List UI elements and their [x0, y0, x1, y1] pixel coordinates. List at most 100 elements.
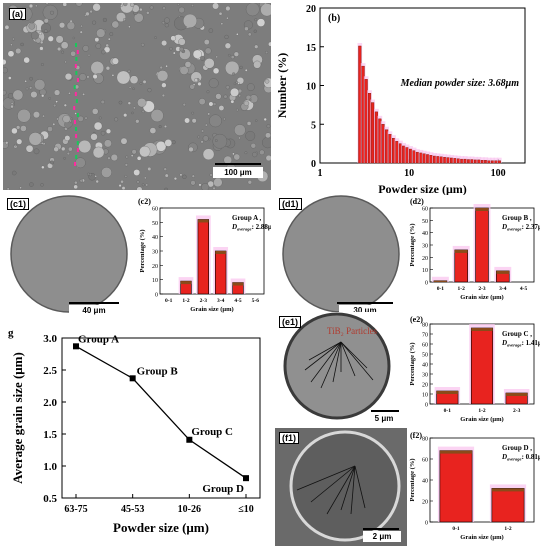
x-tick-label: 2-3	[513, 408, 521, 414]
histogram-bar	[484, 160, 488, 164]
powder-particle	[149, 127, 157, 134]
powder-particle	[139, 82, 143, 85]
pixel-artifact	[76, 113, 79, 117]
x-axis-label: Grain size (μm)	[460, 534, 503, 541]
powder-particle	[230, 55, 235, 59]
powder-particle	[144, 176, 147, 180]
pixel-artifact	[76, 148, 79, 152]
y-axis-label: Number (%)	[275, 53, 289, 118]
powder-particle	[179, 46, 184, 52]
powder-particle	[150, 109, 164, 123]
powder-particle	[17, 109, 31, 123]
powder-particle	[147, 167, 152, 171]
series-line	[75, 345, 247, 479]
powder-particle	[118, 100, 123, 105]
histogram-bar	[460, 158, 464, 164]
x-tick-label: 3-4	[499, 286, 507, 292]
powder-particle	[254, 18, 258, 22]
histogram-bar	[490, 160, 495, 164]
powder-particle	[95, 179, 99, 184]
bar-top	[505, 393, 528, 396]
y-axis-label: Average grain size (μm)	[10, 352, 25, 484]
powder-particle	[47, 35, 54, 42]
powder-particle	[73, 184, 78, 190]
pixel-artifact	[75, 57, 78, 61]
x-axis-label: Grain size (μm)	[460, 294, 503, 301]
pixel-artifact	[74, 43, 77, 47]
y-tick-label: 10	[306, 82, 316, 93]
powder-particle	[214, 139, 218, 142]
y-tick-label: 20	[422, 383, 428, 389]
sem-image-e1: (e1) TiB₂ Particles 5 μm	[275, 312, 407, 424]
powder-particle	[215, 55, 218, 59]
powder-particle	[92, 20, 97, 25]
powder-particle	[131, 111, 134, 115]
pixel-artifact	[76, 78, 79, 82]
powder-particle	[92, 3, 101, 12]
powder-particle	[204, 58, 215, 69]
histogram-bar	[402, 145, 406, 164]
panel-label-b: (b)	[328, 13, 340, 24]
powder-particle	[212, 3, 219, 10]
powder-particle	[243, 100, 250, 106]
group-name: Group B ,	[502, 214, 532, 222]
y-tick-label: 40	[422, 479, 428, 485]
powder-particle	[64, 135, 71, 142]
histogram-bar	[470, 159, 474, 164]
x-tick-label: 4-5	[520, 286, 528, 292]
y-tick-label: 3.0	[43, 333, 57, 345]
sem-image-a: (a) 100 μm	[3, 3, 271, 190]
powder-particle	[77, 115, 84, 122]
powder-particle	[123, 113, 128, 118]
sem-image-c1: (c1) 40 μm	[3, 194, 136, 318]
histogram-bar	[429, 155, 433, 164]
powder-particle	[165, 64, 168, 68]
x-tick-label: 5-6	[252, 298, 260, 304]
powder-particle	[268, 41, 271, 47]
histogram-bar	[432, 155, 437, 164]
powder-particle	[82, 93, 85, 96]
powder-particle	[204, 47, 212, 55]
powder-particle	[10, 104, 14, 109]
histogram-bar	[439, 156, 443, 164]
powder-particle	[263, 117, 267, 121]
average-grain-size: Daverage: 2.37μm	[501, 223, 540, 232]
panel-label-c1: (c1)	[7, 198, 30, 210]
powder-particle	[35, 4, 38, 8]
y-axis-label: Percentage (%)	[139, 229, 146, 272]
y-tick-label: 5	[311, 120, 316, 131]
x-tick-label: 1-2	[182, 298, 190, 304]
pixel-artifact	[73, 85, 76, 89]
bar-top	[439, 450, 473, 454]
data-point	[73, 343, 79, 350]
powder-particle	[107, 37, 111, 41]
chart-b: 0 5 10 15 20 1 10 100 Powder size (μm) Number (%)…	[275, 4, 526, 195]
x-tick-label: 4-5	[234, 298, 242, 304]
powder-particle	[265, 132, 271, 139]
powder-particle	[44, 29, 48, 33]
powder-particle	[161, 82, 167, 88]
powder-particle	[124, 163, 128, 167]
powder-particle	[75, 3, 83, 7]
powder-particle	[183, 13, 198, 28]
y-tick-label: 10	[422, 393, 428, 399]
average-grain-size: Daverage: 1.41μm	[501, 339, 540, 348]
histogram-bar	[358, 45, 362, 164]
powder-particle	[53, 146, 59, 152]
powder-particle	[264, 79, 270, 84]
pixel-artifact	[74, 162, 77, 166]
pixel-artifact	[75, 134, 78, 138]
powder-particle	[47, 126, 53, 132]
y-tick-label: 60	[152, 207, 158, 213]
y-tick-label: 30	[152, 250, 158, 256]
y-tick-label: 10	[152, 278, 158, 284]
y-tick-label: 60	[422, 458, 428, 464]
y-tick-label: 20	[152, 264, 158, 270]
powder-particle	[260, 3, 271, 17]
powder-particle	[78, 73, 87, 81]
x-tick-label: 0-1	[452, 526, 460, 532]
y-tick-label: 60	[422, 207, 428, 213]
powder-particle	[100, 131, 106, 136]
powder-particle	[28, 3, 34, 9]
powder-particle	[220, 22, 224, 26]
